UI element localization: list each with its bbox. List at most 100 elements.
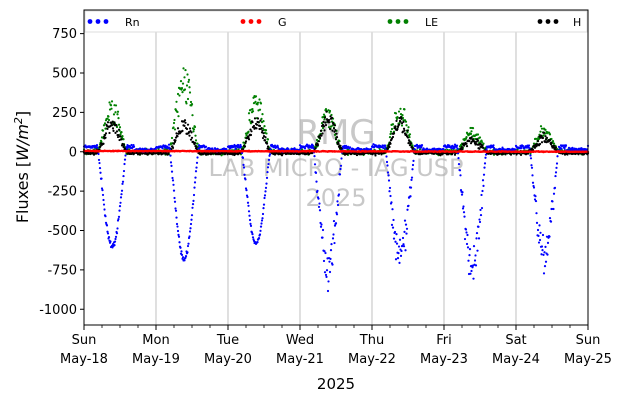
point-rn <box>180 250 183 253</box>
point-rn <box>189 222 193 226</box>
legend: Rn G LE H <box>84 10 588 33</box>
point-h <box>408 140 411 143</box>
point-rn <box>331 263 334 266</box>
point-rn <box>242 163 245 166</box>
point-rn <box>391 226 395 229</box>
point-rn <box>382 147 385 150</box>
point-le <box>476 133 480 136</box>
point-rn <box>244 178 247 181</box>
point-le <box>251 110 255 113</box>
point-le <box>173 118 176 122</box>
point-h <box>323 129 326 132</box>
point-rn <box>264 190 267 193</box>
point-rn <box>388 186 392 190</box>
point-rn <box>329 249 333 252</box>
point-le <box>401 113 404 117</box>
point-rn <box>103 208 106 211</box>
point-rn <box>101 189 104 192</box>
point-h <box>478 147 481 150</box>
point-rn <box>169 154 172 157</box>
point-le <box>119 133 122 136</box>
point-h <box>465 145 469 148</box>
point-le <box>471 126 475 130</box>
y-axis-label: Fluxes [W/m2] <box>12 111 32 223</box>
point-rn <box>383 144 387 147</box>
point-rn <box>323 271 327 274</box>
point-le <box>117 123 121 126</box>
x-tick-label-day: Tue <box>216 333 239 348</box>
point-rn <box>472 245 476 248</box>
point-rn <box>312 147 315 150</box>
point-rn <box>401 236 405 240</box>
point-rn <box>403 219 407 222</box>
point-rn <box>178 241 181 244</box>
point-rn <box>390 223 394 226</box>
point-h <box>542 131 546 134</box>
y-tick-label: -250 <box>47 185 77 200</box>
point-h <box>319 129 323 133</box>
point-rn <box>174 207 177 210</box>
gridlines <box>155 10 517 325</box>
point-rn <box>554 174 557 178</box>
point-rn <box>259 225 263 228</box>
point-h <box>544 138 548 141</box>
point-rn <box>398 238 402 241</box>
point-rn <box>482 173 486 176</box>
point-rn <box>338 173 342 176</box>
legend-marker-g <box>240 19 246 24</box>
point-le <box>247 130 250 133</box>
point-rn <box>251 233 254 236</box>
point-rn <box>528 147 531 150</box>
point-le <box>194 139 198 142</box>
y-tick-label: 750 <box>52 27 77 42</box>
point-h <box>399 120 402 123</box>
point-rn <box>106 232 110 235</box>
point-h <box>119 135 122 138</box>
point-rn <box>410 178 413 181</box>
point-rn <box>334 222 338 225</box>
point-le <box>535 137 539 140</box>
point-h <box>333 124 337 127</box>
point-h <box>322 125 326 128</box>
point-rn <box>187 242 190 245</box>
point-rn <box>340 157 343 160</box>
point-h <box>536 140 540 143</box>
point-h <box>328 127 332 130</box>
point-rn <box>538 238 542 242</box>
point-h <box>247 138 251 141</box>
point-h <box>266 145 270 148</box>
point-rn <box>121 182 124 185</box>
point-rn <box>556 155 559 158</box>
point-rn <box>186 244 190 248</box>
point-h <box>102 142 105 145</box>
point-rn <box>403 230 406 233</box>
point-rn <box>555 162 559 165</box>
point-le <box>103 122 107 125</box>
point-h <box>554 146 558 149</box>
point-rn <box>534 199 538 203</box>
point-le <box>191 114 194 117</box>
x-tick-label-day: Sun <box>72 333 97 348</box>
point-rn <box>477 237 481 240</box>
point-h <box>470 136 473 139</box>
point-h <box>392 132 396 135</box>
point-h <box>465 142 468 145</box>
point-le <box>478 136 482 139</box>
point-h <box>468 140 471 143</box>
point-h <box>110 124 114 127</box>
point-le <box>411 144 414 147</box>
point-rn <box>542 253 545 256</box>
point-h <box>116 135 120 139</box>
point-rn <box>529 157 533 160</box>
point-le <box>470 130 473 133</box>
point-le <box>190 103 194 106</box>
y-tick-label: -750 <box>47 263 77 278</box>
point-le <box>262 120 265 123</box>
point-h <box>355 153 359 157</box>
point-rn <box>97 158 101 162</box>
point-h <box>117 128 121 131</box>
point-rn <box>273 144 277 147</box>
point-h <box>184 121 187 124</box>
point-h <box>172 142 176 145</box>
point-h <box>400 122 404 125</box>
